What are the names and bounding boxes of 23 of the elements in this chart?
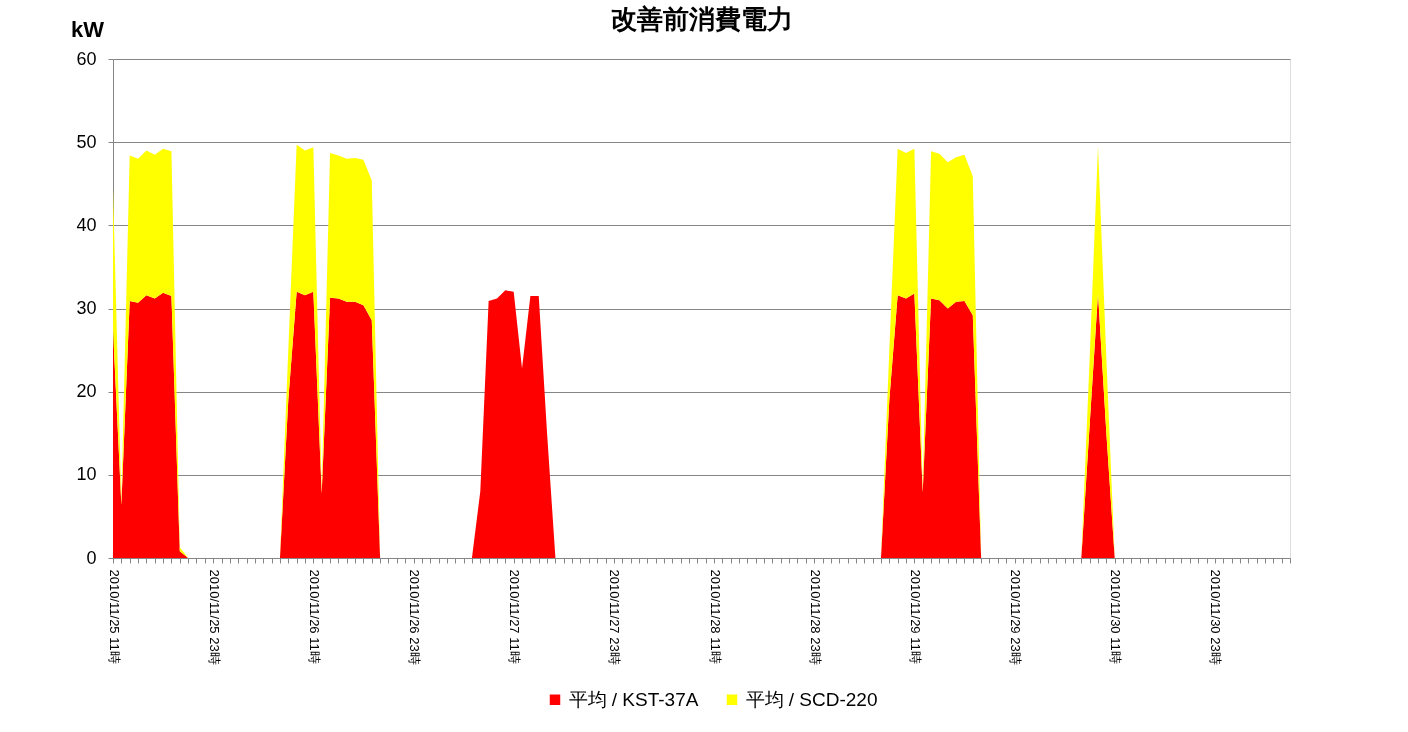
y-tick-label: 40	[76, 214, 97, 235]
x-tick-label: 2010/11/29 23時	[1008, 569, 1024, 665]
x-tick-label: 2010/11/27 11時	[507, 569, 523, 664]
chart-title: 改善前消費電力	[610, 4, 793, 34]
legend-label: 平均 / SCD-220	[745, 688, 878, 710]
x-tick-label: 2010/11/30 11時	[1108, 569, 1124, 664]
x-tick-label: 2010/11/26 23時	[407, 569, 423, 665]
x-tick-label: 2010/11/27 23時	[607, 569, 623, 665]
y-tick-label: 0	[86, 547, 97, 568]
y-tick-label: 30	[76, 298, 97, 318]
x-tick-label: 2010/11/28 11時	[707, 569, 723, 664]
y-axis-title: kW	[71, 16, 105, 42]
x-tick-label: 2010/11/28 23時	[807, 569, 823, 665]
y-tick-label: 60	[76, 48, 97, 69]
x-tick-label: 2010/11/25 23時	[206, 569, 222, 665]
x-tick-label: 2010/11/29 11時	[907, 569, 923, 664]
legend-label: 平均 / KST-37A	[568, 688, 699, 710]
y-tick-label: 20	[76, 381, 97, 402]
x-tick-label: 2010/11/25 11時	[106, 569, 122, 664]
x-tick-label: 2010/11/26 11時	[306, 569, 322, 664]
y-tick-label: 50	[76, 131, 97, 152]
y-tick-label: 10	[76, 464, 97, 485]
x-tick-label: 2010/11/30 23時	[1208, 569, 1224, 665]
